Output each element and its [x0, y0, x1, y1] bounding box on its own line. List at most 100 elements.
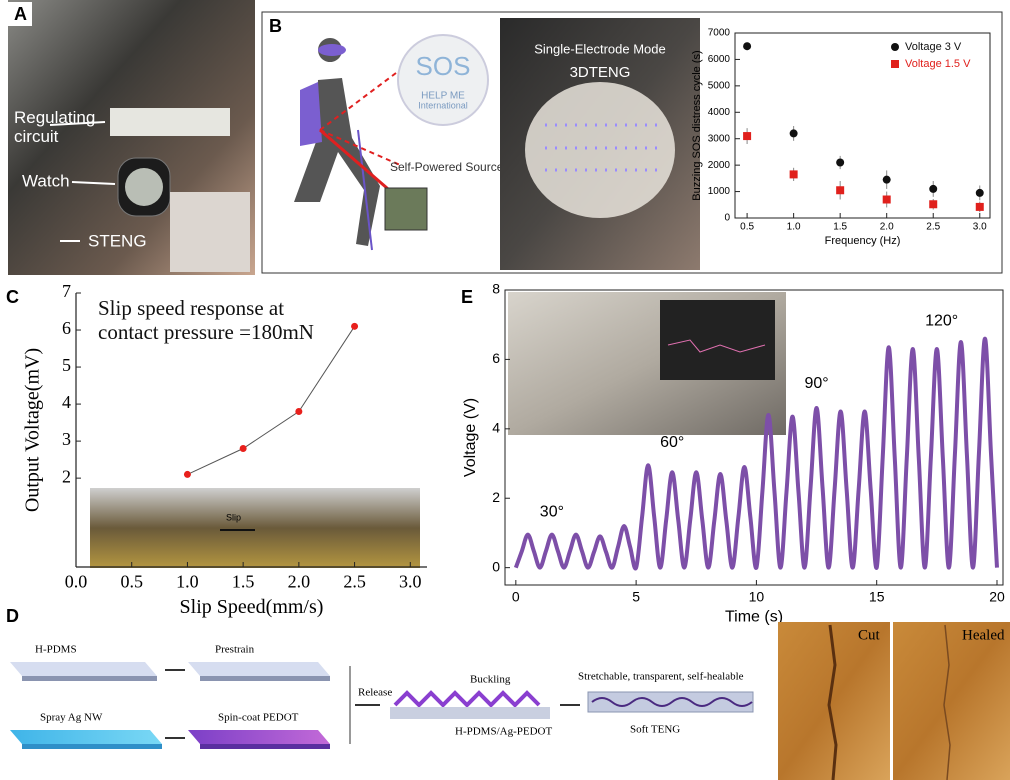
slab-prestrain-side — [200, 676, 330, 681]
cube — [385, 188, 427, 230]
panel-letter: C — [6, 287, 19, 307]
panel-letter: D — [6, 606, 19, 626]
step-label: Spin-coat PEDOT — [218, 712, 299, 724]
teng-3d — [525, 82, 675, 218]
photo-title: Single-Electrode Mode — [534, 41, 666, 56]
watch-face — [125, 168, 163, 206]
marker — [351, 323, 358, 330]
marker — [295, 408, 302, 415]
marker — [790, 129, 798, 137]
step-label: Stretchable, transparent, self-healable — [578, 671, 744, 683]
slab-pedot-side — [200, 744, 330, 749]
slab-hpdms — [10, 662, 157, 676]
buckled-base — [390, 707, 550, 719]
x-axis-label: Time (s) — [725, 608, 783, 625]
annotation: 90° — [804, 375, 828, 392]
x-tick-label: 2.5 — [343, 571, 366, 591]
international: International — [418, 100, 468, 110]
marker — [836, 186, 844, 194]
y-tick-label: 6 — [492, 350, 500, 366]
oscilloscope — [660, 300, 775, 380]
micrograph-healed — [893, 622, 1010, 780]
y-tick-label: 4 — [492, 420, 500, 436]
step-label: Release — [358, 687, 392, 699]
marker — [743, 42, 751, 50]
y-tick-label: 5000 — [708, 80, 731, 91]
slab-agnw-side — [22, 744, 162, 749]
x-axis-label: Slip Speed(mm/s) — [180, 596, 324, 618]
y-tick-label: 4 — [62, 392, 71, 412]
breadboard — [110, 108, 230, 136]
slab-hpdms-side — [22, 676, 157, 681]
y-axis-label: Output Voltage(mV) — [22, 348, 44, 512]
panel-letter: B — [269, 16, 282, 36]
step-label: Spray Ag NW — [40, 712, 103, 724]
x-tick-label: 3.0 — [399, 571, 422, 591]
y-tick-label: 7000 — [708, 28, 731, 39]
marker — [929, 185, 937, 193]
marker — [240, 445, 247, 452]
y-tick-label: 3000 — [708, 133, 731, 144]
annotation: 120° — [925, 312, 958, 329]
step-label: Soft TENG — [630, 724, 680, 736]
y-axis-label: Voltage (V) — [462, 398, 479, 477]
x-tick-label: 10 — [749, 588, 765, 604]
y-tick-label: 1000 — [708, 186, 731, 197]
x-tick-label: 3.0 — [973, 222, 987, 233]
y-tick-label: 5 — [62, 355, 71, 375]
inset-c — [90, 488, 420, 568]
panel-letter: A — [14, 4, 27, 24]
label-regulating: Regulating circuit — [14, 108, 114, 146]
y-tick-label: 2000 — [708, 160, 731, 171]
slip-label: Slip — [226, 512, 241, 522]
annotation: 30° — [540, 503, 564, 520]
marker — [976, 203, 984, 211]
marker — [184, 471, 191, 478]
legend-label: Voltage 3 V — [905, 41, 962, 53]
step-label: Cut — [858, 627, 881, 643]
y-tick-label: 2 — [492, 489, 500, 505]
slab-prestrain — [188, 662, 330, 676]
label-steng: STENG — [88, 231, 147, 250]
cap — [318, 44, 346, 56]
x-tick-label: 2.0 — [288, 571, 311, 591]
step-label: H-PDMS/Ag-PEDOT — [455, 726, 552, 738]
figure-canvas: WatchSTENGABCDESOSHELP MEInternationalSe… — [0, 0, 1010, 780]
step-label: H-PDMS — [35, 644, 77, 656]
marker — [743, 132, 751, 140]
y-tick-label: 8 — [492, 281, 500, 297]
x-tick-label: 0.5 — [120, 571, 143, 591]
y-tick-label: 0 — [492, 558, 500, 574]
x-tick-label: 2.0 — [880, 222, 894, 233]
series-line — [187, 326, 354, 474]
x-tick-label: 1.5 — [833, 222, 847, 233]
marker — [883, 176, 891, 184]
marker — [976, 189, 984, 197]
x-tick-label: 1.0 — [176, 571, 199, 591]
y-tick-label: 6 — [62, 318, 71, 338]
y-axis-label: Buzzing SOS distress cycle (s) — [691, 50, 703, 200]
y-tick-label: 6000 — [708, 54, 731, 65]
step-label: Healed — [962, 627, 1005, 643]
marker — [836, 159, 844, 167]
y-tick-label: 7 — [62, 281, 71, 301]
step-label: Buckling — [470, 674, 511, 686]
slab-agnw — [10, 730, 162, 744]
legend-marker — [891, 60, 899, 68]
label-watch: Watch — [22, 171, 70, 190]
y-tick-label: 2 — [62, 466, 71, 486]
inset-hand — [170, 192, 250, 272]
step-label: Prestrain — [215, 644, 255, 656]
annotation: Slip speed response at contact pressure … — [98, 296, 348, 344]
x-tick-label: 0 — [512, 588, 520, 604]
y-tick-label: 4000 — [708, 107, 731, 118]
legend-label: Voltage 1.5 V — [905, 58, 971, 70]
y-tick-label: 3 — [62, 429, 71, 449]
slab-pedot — [188, 730, 330, 744]
marker — [883, 196, 891, 204]
x-axis-label: Frequency (Hz) — [825, 235, 901, 247]
x-tick-label: 2.5 — [926, 222, 940, 233]
panel-letter: E — [461, 287, 473, 307]
marker — [929, 200, 937, 208]
legend-marker — [891, 43, 899, 51]
